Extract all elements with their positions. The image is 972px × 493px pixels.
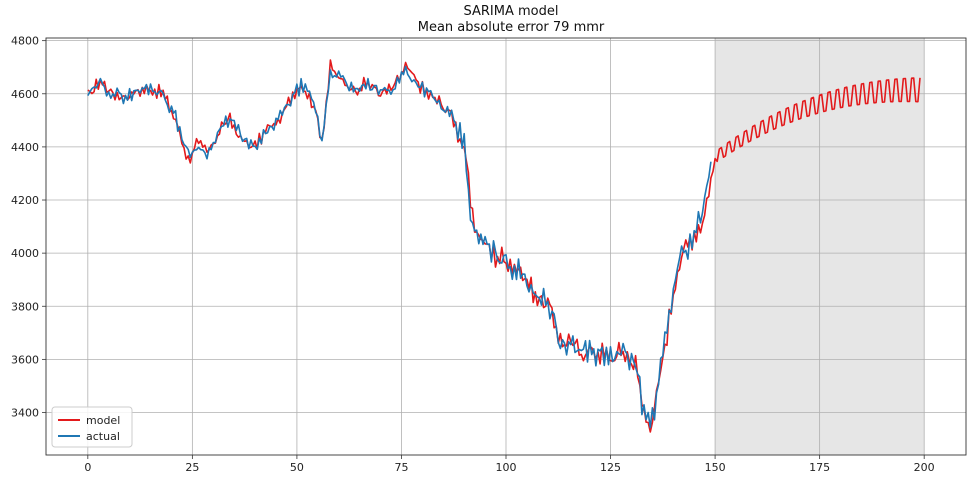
x-tick-label: 75 bbox=[394, 461, 408, 474]
series-layer bbox=[87, 59, 921, 433]
x-tick-label: 200 bbox=[914, 461, 935, 474]
y-tick-label: 4200 bbox=[11, 194, 39, 207]
series-line-actual bbox=[87, 65, 712, 429]
ticks: 0 25 50 75 100 125 150 175 200 3400 3600 3800 4000 42… bbox=[11, 35, 935, 474]
x-tick-label: 175 bbox=[809, 461, 830, 474]
chart-title: SARIMA model bbox=[464, 4, 559, 19]
grid bbox=[46, 38, 966, 455]
legend-label-model: model bbox=[86, 414, 120, 427]
legend: model actual bbox=[51, 406, 133, 448]
x-tick-label: 0 bbox=[84, 461, 91, 474]
y-tick-label: 4800 bbox=[11, 35, 39, 48]
x-tick-label: 150 bbox=[705, 461, 726, 474]
y-tick-label: 3800 bbox=[11, 300, 39, 313]
x-tick-label: 50 bbox=[290, 461, 304, 474]
legend-label-actual: actual bbox=[86, 430, 120, 443]
chart-subtitle: Mean absolute error 79 mmr bbox=[418, 20, 605, 35]
x-tick-label: 100 bbox=[496, 461, 517, 474]
x-tick-label: 125 bbox=[600, 461, 621, 474]
y-tick-label: 3400 bbox=[11, 407, 39, 420]
y-tick-label: 4600 bbox=[11, 88, 39, 101]
y-tick-label: 3600 bbox=[11, 353, 39, 366]
y-tick-label: 4400 bbox=[11, 141, 39, 154]
x-tick-label: 25 bbox=[185, 461, 199, 474]
y-tick-label: 4000 bbox=[11, 247, 39, 260]
